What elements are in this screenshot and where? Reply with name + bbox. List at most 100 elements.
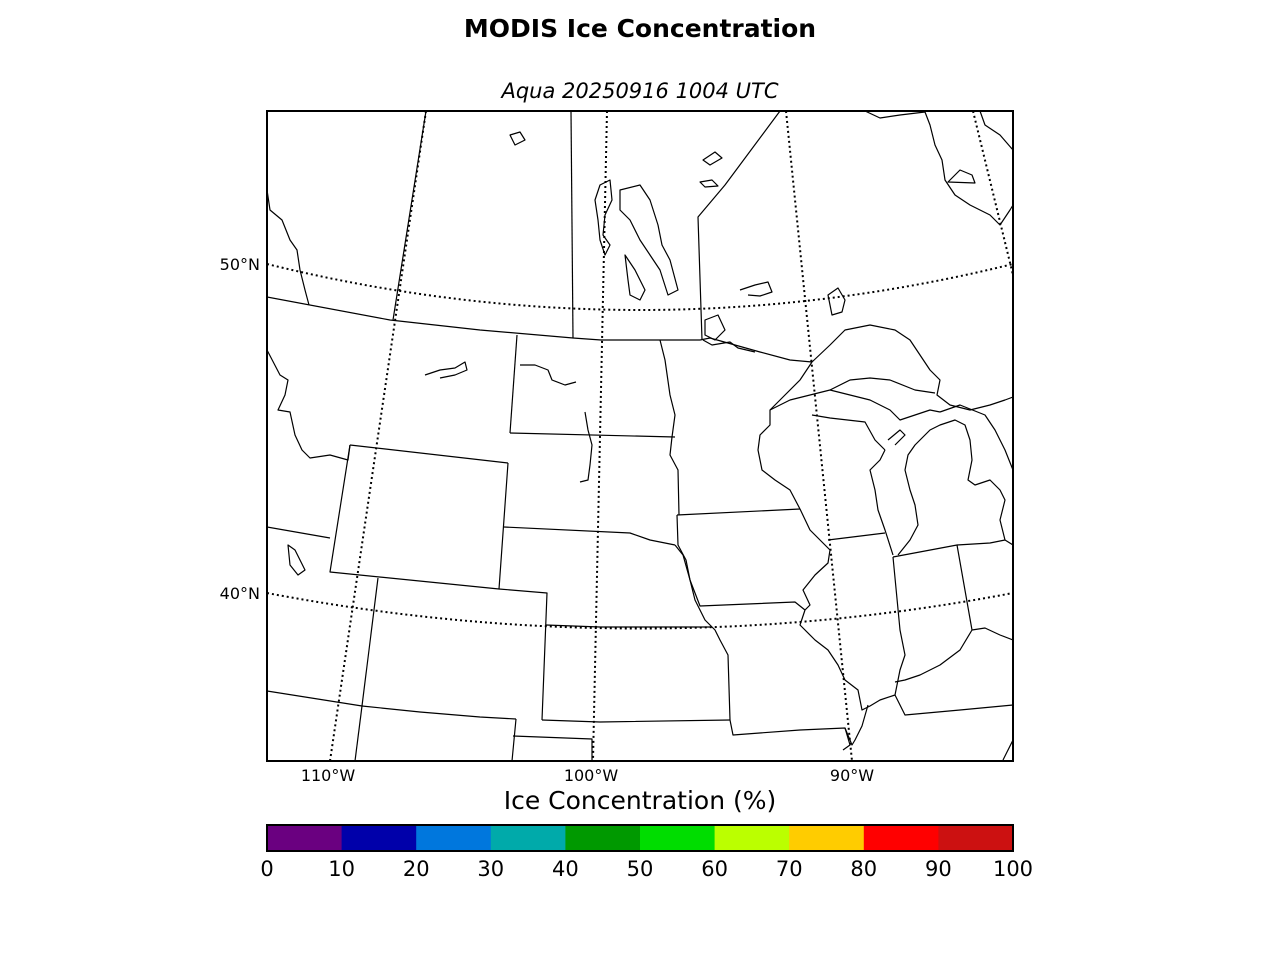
map-frame — [266, 110, 1014, 762]
colorbar-tick-label: 100 — [993, 857, 1033, 881]
nd-sd-border — [509, 432, 676, 438]
lake-huron-shore — [939, 404, 1013, 471]
colorbar-tick-label: 0 — [260, 857, 273, 881]
saskatchewan-manitoba-boundary — [570, 111, 574, 339]
colorbar-title: Ice Concentration (%) — [503, 786, 777, 815]
kentucky-south — [1002, 739, 1013, 761]
indiana-border — [892, 544, 973, 683]
meridian-110w — [329, 111, 427, 761]
kansas-oklahoma-border — [541, 719, 731, 723]
arizona-utah-border — [267, 690, 363, 707]
lake-winnipegosis — [624, 254, 646, 301]
lon-label-110w: 110°W — [301, 766, 356, 785]
graticule-parallels — [267, 263, 1013, 630]
colorbar-tick-label: 10 — [328, 857, 355, 881]
pacific-coast-bc — [267, 189, 310, 306]
boundaries — [267, 111, 1013, 761]
colorado-south-border — [361, 705, 517, 720]
lower-michigan — [897, 419, 1006, 556]
lake-of-the-woods — [704, 314, 726, 341]
illinois-border — [799, 556, 906, 711]
map-title: MODIS Ice Concentration — [463, 14, 817, 43]
great-salt-lake — [287, 544, 306, 576]
colorado-utah-border — [361, 577, 379, 707]
lake-nipigon — [827, 287, 846, 316]
colorbar-segment — [789, 825, 865, 851]
colorbar-tick-label: 30 — [477, 857, 504, 881]
oklahoma-panhandle — [511, 718, 517, 761]
parallel-50n — [267, 263, 1013, 311]
colorbar-tick-label: 70 — [776, 857, 803, 881]
wyoming-border — [329, 444, 509, 590]
door-peninsula — [887, 429, 906, 446]
lake-winnipeg-north — [739, 281, 773, 297]
montana-north-dakota-border — [509, 334, 518, 434]
colorbar-tick-label: 80 — [850, 857, 877, 881]
colorbar-tick-label: 20 — [403, 857, 430, 881]
lake-athabasca-islands — [509, 131, 526, 146]
james-bay-island — [947, 169, 976, 184]
montana-wyoming-border — [349, 444, 509, 464]
colorbar-tick-label: 60 — [701, 857, 728, 881]
lake-superior-south-shore — [769, 377, 936, 411]
map-subtitle: Aqua 20250916 1004 UTC — [501, 79, 779, 103]
lake-oahe — [520, 364, 577, 386]
lat-label-50n: 50°N — [220, 255, 260, 274]
missouri-border — [729, 704, 869, 746]
manitoba-ontario-boundary — [697, 111, 781, 341]
colorbar-tick-label: 90 — [925, 857, 952, 881]
colorbar-segment — [416, 825, 492, 851]
meridian-90w — [785, 111, 853, 761]
lon-label-90w: 90°W — [830, 766, 874, 785]
meridian-100w — [592, 111, 608, 761]
minnesota-wisconsin-border — [757, 361, 813, 510]
minnesota-iowa-border — [676, 508, 801, 516]
lake-superior-north-shore — [702, 339, 756, 353]
michigan-wisconsin-border — [811, 414, 886, 451]
lat-label-40n: 40°N — [220, 584, 260, 603]
hudson-bay-coast — [864, 111, 1013, 226]
north-coast-detail — [979, 111, 1013, 151]
fort-peck-river — [579, 411, 593, 483]
lake-manitoba-shore — [594, 179, 613, 256]
colorbar-segment — [341, 825, 417, 851]
colorbar-tick-label: 50 — [627, 857, 654, 881]
ohio-river — [971, 627, 1013, 641]
colorbar-segment — [863, 825, 939, 851]
dakotas-east-border — [659, 339, 680, 516]
alberta-saskatchewan-boundary — [392, 111, 427, 321]
tennessee-kentucky-border — [894, 694, 1013, 716]
utah-nevada-area — [267, 526, 331, 539]
lake-winnipeg-shore — [619, 184, 679, 296]
colorbar-segment — [938, 825, 1014, 851]
oklahoma-north-border — [512, 735, 593, 761]
map-content — [267, 111, 1013, 761]
parallel-40n — [267, 592, 1013, 630]
colorbar-tick-label: 40 — [552, 857, 579, 881]
colorbar-segment — [565, 825, 641, 851]
upper-peninsula-south — [829, 389, 941, 421]
iowa-border — [676, 508, 831, 611]
northern-lake — [702, 151, 723, 166]
nebraska-border — [498, 588, 548, 721]
upper-michigan — [811, 324, 1013, 411]
montana-idaho-border — [267, 349, 351, 461]
lake-michigan-west-shore — [869, 449, 894, 556]
wisconsin-illinois-border — [827, 532, 886, 541]
northern-lake-2 — [699, 179, 719, 188]
colorbar-segment — [640, 825, 716, 851]
nebraska-kansas-border — [545, 624, 710, 628]
colorbar-frame — [266, 824, 1014, 852]
canada-us-border — [267, 296, 813, 363]
colorbar-segment — [267, 825, 343, 851]
colorbar: 0 10 20 30 40 50 60 70 80 90 100 — [260, 824, 1033, 881]
mississippi-lower — [842, 727, 851, 751]
lon-label-100w: 100°W — [564, 766, 619, 785]
colorbar-segment — [714, 825, 790, 851]
ohio-border — [956, 539, 1013, 546]
sd-nebraska-border — [503, 526, 676, 546]
new-mexico-west — [354, 705, 363, 761]
graticule-meridians — [329, 111, 1013, 761]
meridian-80w — [972, 111, 1013, 276]
